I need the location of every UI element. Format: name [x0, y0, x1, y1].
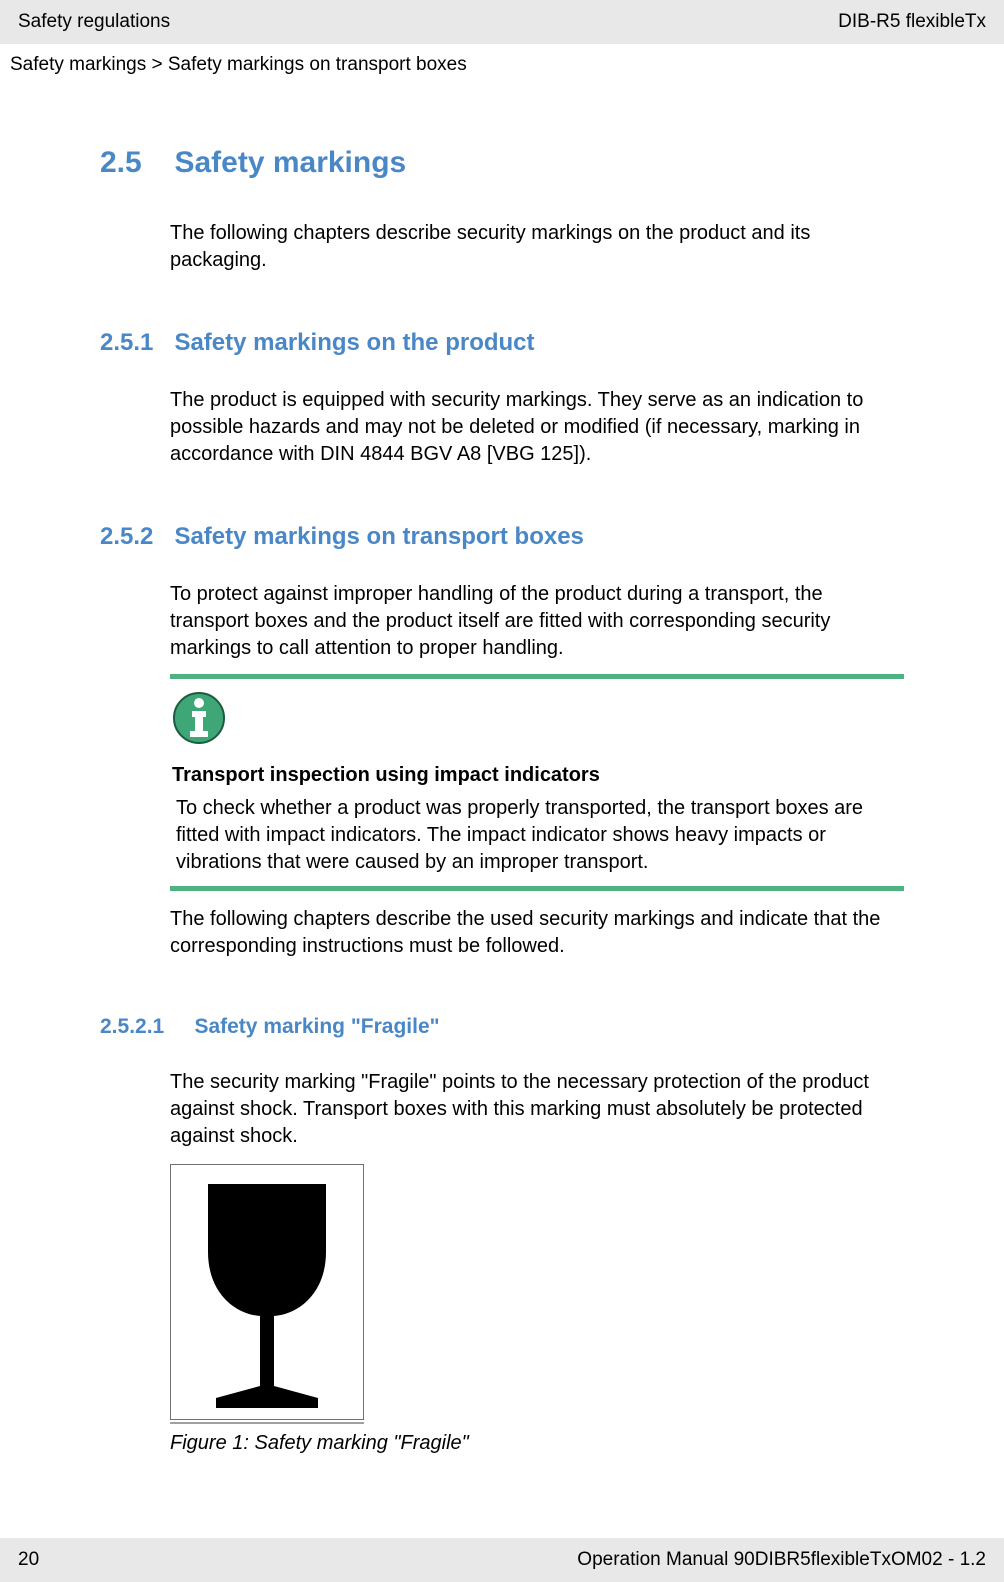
header-bar: Safety regulations DIB-R5 flexibleTx — [0, 0, 1004, 44]
info-icon — [172, 691, 904, 750]
breadcrumb: Safety markings > Safety markings on tra… — [0, 44, 1004, 76]
section-2-5-2-intro: To protect against improper handling of … — [170, 581, 904, 662]
subsubsection-title: Safety marking "Fragile" — [194, 1015, 439, 1038]
heading-2-5-2: 2.5.2 Safety markings on transport boxes — [100, 523, 904, 551]
figure-rule — [170, 1422, 364, 1424]
page-number: 20 — [18, 1549, 39, 1571]
header-right: DIB-R5 flexibleTx — [838, 11, 986, 33]
figure-fragile: Figure 1: Safety marking "Fragile" — [170, 1164, 904, 1455]
section-2-5-2-after: The following chapters describe the used… — [170, 906, 904, 960]
header-left: Safety regulations — [18, 11, 170, 33]
info-callout: Transport inspection using impact indica… — [170, 674, 904, 891]
section-number: 2.5 — [100, 146, 170, 180]
info-rule-top — [170, 674, 904, 679]
subsubsection-number: 2.5.2.1 — [100, 1015, 190, 1039]
heading-2-5-1: 2.5.1 Safety markings on the product — [100, 329, 904, 357]
subsection-number: 2.5.1 — [100, 329, 170, 357]
subsection-number: 2.5.2 — [100, 523, 170, 551]
subsection-title: Safety markings on transport boxes — [174, 523, 583, 550]
subsection-title: Safety markings on the product — [174, 329, 534, 356]
heading-2-5-2-1: 2.5.2.1 Safety marking "Fragile" — [100, 1015, 904, 1039]
fragile-icon — [170, 1164, 364, 1420]
info-text: To check whether a product was properly … — [176, 795, 904, 876]
heading-2-5: 2.5 Safety markings — [100, 146, 904, 180]
section-2-5-1-text: The product is equipped with security ma… — [170, 387, 904, 468]
main-content: 2.5 Safety markings The following chapte… — [0, 76, 1004, 1455]
footer-bar: 20 Operation Manual 90DIBR5flexibleTxOM0… — [0, 1538, 1004, 1582]
section-title: Safety markings — [174, 146, 406, 179]
figure-caption: Figure 1: Safety marking "Fragile" — [170, 1432, 904, 1455]
section-2-5-intro: The following chapters describe security… — [170, 220, 904, 274]
info-title: Transport inspection using impact indica… — [172, 764, 904, 787]
footer-right: Operation Manual 90DIBR5flexibleTxOM02 -… — [577, 1549, 986, 1571]
section-2-5-2-1-text: The security marking "Fragile" points to… — [170, 1069, 904, 1150]
info-rule-bottom — [170, 886, 904, 891]
